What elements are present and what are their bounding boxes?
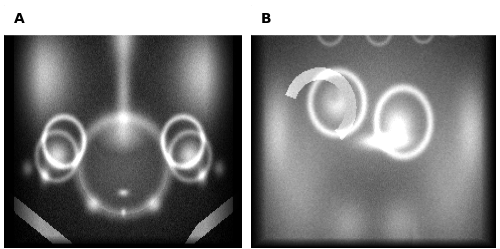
Text: B: B: [261, 12, 272, 26]
Bar: [4, 5, 242, 34]
Text: A: A: [14, 12, 24, 26]
Bar: [251, 5, 496, 34]
